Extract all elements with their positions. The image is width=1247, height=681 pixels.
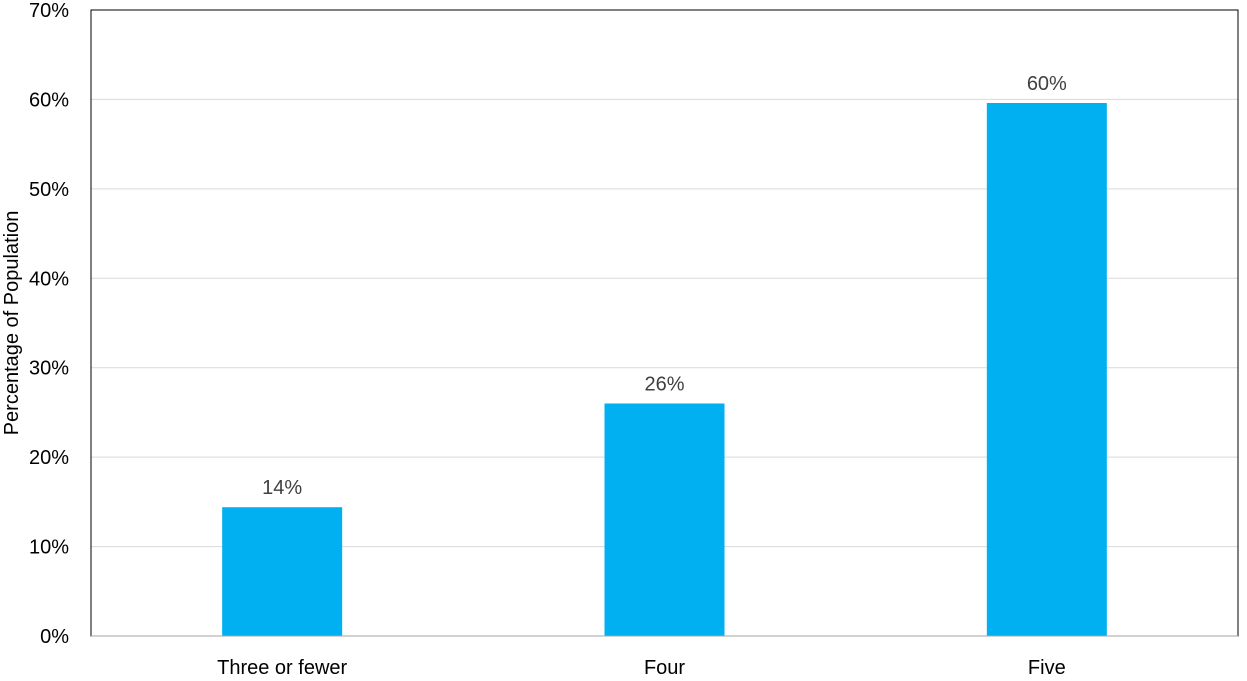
data-labels: 14% 26% 60% xyxy=(262,73,1067,499)
x-tick-label: Three or fewer xyxy=(217,657,347,679)
x-tick-label: Five xyxy=(1028,657,1066,679)
x-axis-ticks: Three or fewer Four Five xyxy=(217,657,1066,679)
bar xyxy=(222,507,343,636)
bars xyxy=(222,103,1107,636)
y-tick-label: 0% xyxy=(40,626,69,648)
data-label: 60% xyxy=(1027,73,1067,95)
plot-frame xyxy=(90,9,1239,637)
y-tick-label: 50% xyxy=(29,179,69,201)
x-tick-label: Four xyxy=(644,657,685,679)
y-tick-label: 60% xyxy=(29,89,69,111)
y-axis-ticks: 0% 10% 20% 30% 40% 50% 60% 70% xyxy=(29,0,69,648)
y-tick-label: 40% xyxy=(29,268,69,290)
bar xyxy=(604,403,725,636)
y-tick-label: 20% xyxy=(29,447,69,469)
y-tick-label: 30% xyxy=(29,358,69,380)
y-tick-label: 10% xyxy=(29,537,69,559)
data-label: 14% xyxy=(262,477,302,499)
y-axis-title: Percentage of Population xyxy=(1,211,23,436)
data-label: 26% xyxy=(644,373,684,395)
bar xyxy=(986,103,1107,636)
y-tick-label: 70% xyxy=(29,0,69,22)
